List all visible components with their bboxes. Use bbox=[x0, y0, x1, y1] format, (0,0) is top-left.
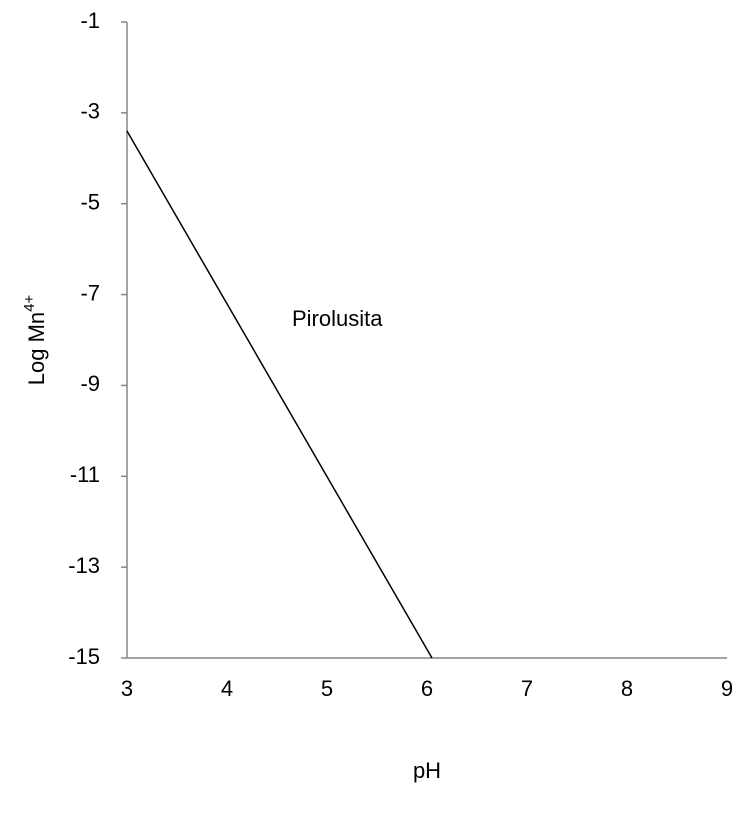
x-tick-label: 9 bbox=[721, 676, 733, 701]
y-tick-label: -15 bbox=[68, 644, 100, 669]
x-tick-label: 6 bbox=[421, 676, 433, 701]
y-tick-label: -7 bbox=[80, 280, 100, 305]
line bbox=[126, 130, 433, 659]
x-tick-label: 8 bbox=[621, 676, 633, 701]
x-tick-label: 7 bbox=[521, 676, 533, 701]
x-tick-label: 3 bbox=[121, 676, 133, 701]
y-tick-label: -3 bbox=[80, 99, 100, 124]
y-axis-title-superscript: 4+ bbox=[21, 295, 38, 312]
y-tick-label: -9 bbox=[80, 371, 100, 396]
y-axis-title: Log Mn4+ bbox=[21, 295, 49, 386]
y-tick-label: -5 bbox=[80, 190, 100, 215]
annotation: Pirolusita bbox=[292, 306, 383, 331]
x-tick-label: 4 bbox=[221, 676, 233, 701]
x-tick-label: 5 bbox=[321, 676, 333, 701]
y-tick-label: -13 bbox=[68, 553, 100, 578]
x-axis-title: pH bbox=[413, 758, 441, 783]
y-tick-label: -1 bbox=[80, 8, 100, 33]
y-axis-title-main: Log Mn bbox=[24, 312, 49, 385]
y-tick-label: -11 bbox=[70, 462, 100, 487]
